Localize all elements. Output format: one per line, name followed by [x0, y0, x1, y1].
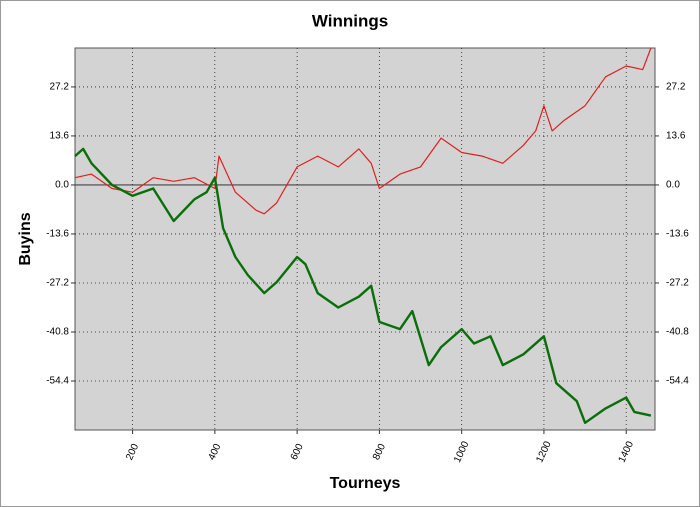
y-tick-label: -40.8 [46, 327, 69, 338]
y-tick-label: 13.6 [50, 131, 70, 142]
y-axis-label: Buyins [17, 212, 34, 265]
y-tick-label-right: -27.2 [666, 278, 689, 289]
y-tick-label: -13.6 [46, 229, 69, 240]
y-tick-label: 0.0 [55, 180, 69, 191]
series-line [74, 147, 652, 424]
y-tick-label-right: -54.4 [666, 376, 689, 387]
plot-area [74, 47, 656, 431]
y-tick-label: -27.2 [46, 278, 69, 289]
x-axis-label: Tourneys [330, 475, 401, 492]
y-tick-label-right: 13.6 [666, 131, 686, 142]
y-tick-label-right: -13.6 [666, 229, 689, 240]
y-tick-label-right: 27.2 [666, 82, 686, 93]
y-tick-label: -54.4 [46, 376, 69, 387]
y-tick-label-right: 0.0 [666, 180, 680, 191]
y-tick-label-right: -40.8 [666, 327, 689, 338]
series-line [74, 47, 652, 215]
y-tick-label: 27.2 [50, 82, 70, 93]
chart-title: Winnings [312, 11, 388, 30]
